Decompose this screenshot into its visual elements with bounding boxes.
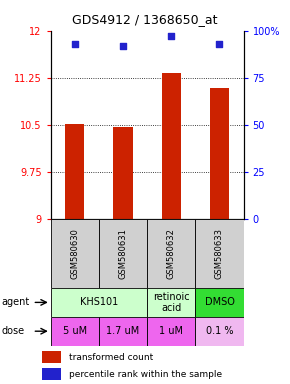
Bar xyxy=(51,317,99,346)
Text: DMSO: DMSO xyxy=(204,297,234,308)
Bar xyxy=(42,351,61,363)
Bar xyxy=(210,88,229,219)
Point xyxy=(121,43,125,49)
Text: 0.1 %: 0.1 % xyxy=(206,326,233,336)
Bar xyxy=(147,219,195,288)
Text: GSM580632: GSM580632 xyxy=(167,228,176,279)
Text: percentile rank within the sample: percentile rank within the sample xyxy=(69,370,222,379)
Bar xyxy=(195,219,244,288)
Text: GDS4912 / 1368650_at: GDS4912 / 1368650_at xyxy=(72,13,218,26)
Text: transformed count: transformed count xyxy=(69,353,154,362)
Text: 5 uM: 5 uM xyxy=(63,326,87,336)
Point xyxy=(169,33,174,40)
Bar xyxy=(162,73,181,219)
Text: GSM580630: GSM580630 xyxy=(70,228,79,279)
Bar xyxy=(42,368,61,380)
Bar xyxy=(51,219,99,288)
Text: 1.7 uM: 1.7 uM xyxy=(106,326,140,336)
Bar xyxy=(99,317,147,346)
Bar xyxy=(195,317,244,346)
Text: retinoic
acid: retinoic acid xyxy=(153,291,190,313)
Bar xyxy=(113,127,133,219)
Bar xyxy=(147,317,195,346)
Bar xyxy=(147,288,195,317)
Bar xyxy=(51,288,147,317)
Bar xyxy=(195,288,244,317)
Text: dose: dose xyxy=(1,326,25,336)
Point xyxy=(72,41,77,47)
Text: agent: agent xyxy=(1,297,30,308)
Bar xyxy=(65,124,84,219)
Text: GSM580631: GSM580631 xyxy=(119,228,128,279)
Text: GSM580633: GSM580633 xyxy=(215,228,224,279)
Bar xyxy=(99,219,147,288)
Point xyxy=(217,41,222,47)
Text: KHS101: KHS101 xyxy=(80,297,118,308)
Text: 1 uM: 1 uM xyxy=(159,326,183,336)
